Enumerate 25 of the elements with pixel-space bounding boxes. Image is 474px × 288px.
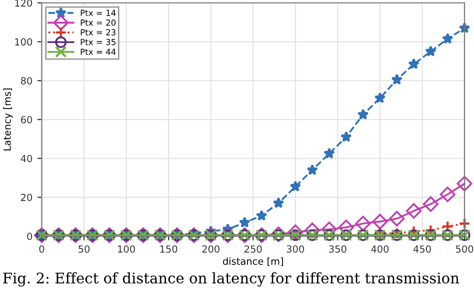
y-tick-label: 40 — [20, 154, 32, 162]
y-axis-title: Latency [ms] — [3, 88, 13, 150]
y-tick-label: 60 — [20, 116, 32, 124]
legend-label: Ptx = 14 — [80, 10, 116, 16]
legend-label: Ptx = 20 — [80, 19, 116, 26]
x-axis-title: distance [m] — [222, 257, 283, 266]
x-tick-label: 250 — [244, 245, 262, 253]
x-tick-label: 50 — [78, 245, 90, 253]
x-tick-label: 300 — [286, 245, 304, 253]
caption: Fig. 2: Effect of distance on latency for different transmission — [3, 272, 460, 287]
x-tick-label: 100 — [118, 245, 135, 253]
x-tick-label: 450 — [413, 245, 431, 253]
y-tick-label: 80 — [20, 77, 32, 84]
y-tick-label: 100 — [15, 38, 32, 46]
x-tick-label: 150 — [160, 245, 178, 253]
y-tick-label: 0 — [27, 232, 32, 240]
x-tick-label: 200 — [202, 245, 220, 253]
x-tick-label: 0 — [39, 245, 44, 253]
x-tick-label: 400 — [371, 245, 389, 253]
x-tick-label: 500 — [456, 245, 474, 253]
y-tick-label: 20 — [21, 194, 32, 202]
x-tick-label: 350 — [329, 245, 346, 253]
legend-label: Ptx = 35 — [80, 38, 116, 46]
legend-label: Ptx = 23 — [80, 29, 116, 36]
legend-label: Ptx = 44 — [80, 48, 116, 55]
